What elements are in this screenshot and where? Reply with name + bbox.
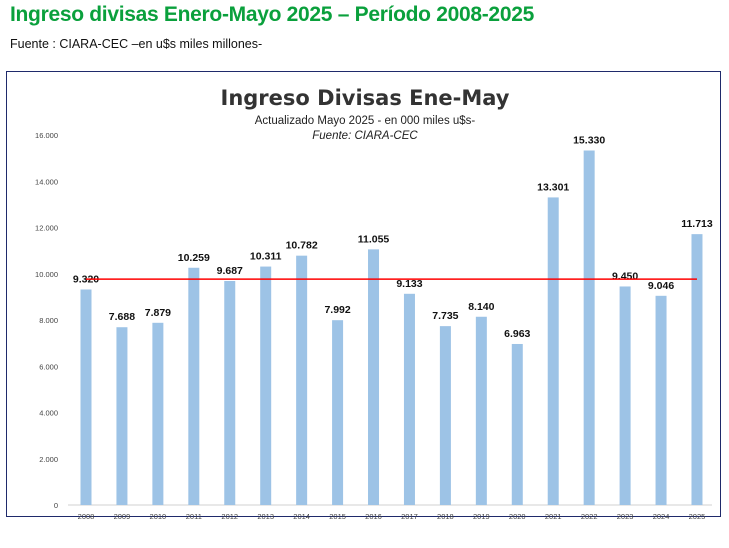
bar-2009	[116, 327, 128, 505]
bar-2011	[188, 267, 200, 505]
bar-2010	[152, 322, 164, 505]
data-label: 7.992	[324, 304, 350, 316]
x-tick-label: 2014	[293, 512, 310, 521]
data-label: 7.735	[432, 310, 458, 322]
bar-2020	[511, 343, 523, 505]
x-tick-label: 2024	[653, 512, 670, 521]
y-tick-label: 16.000	[35, 131, 58, 140]
y-tick-label: 6.000	[39, 362, 58, 371]
chart-subtitle: Actualizado Mayo 2025 - en 000 miles u$s…	[255, 115, 476, 127]
x-tick-label: 2012	[221, 512, 238, 521]
x-tick-label: 2020	[509, 512, 526, 521]
x-tick-label: 2013	[257, 512, 274, 521]
x-tick-label: 2025	[689, 512, 706, 521]
x-tick-label: 2011	[186, 512, 202, 521]
chart-source: Fuente: CIARA-CEC	[312, 130, 418, 142]
bar-2017	[403, 293, 415, 505]
chart-title: Ingreso Divisas Ene-May	[221, 86, 510, 110]
bar-2016	[368, 249, 380, 505]
data-label: 10.782	[286, 240, 318, 252]
page-title: Ingreso divisas Enero-Mayo 2025 – Períod…	[10, 3, 534, 26]
y-tick-label: 2.000	[39, 455, 58, 464]
bar-2018	[439, 326, 451, 505]
x-tick-label: 2022	[581, 512, 598, 521]
bar-2023	[619, 286, 631, 505]
x-tick-label: 2016	[365, 512, 382, 521]
data-label: 9.687	[217, 265, 243, 277]
bar-2025	[691, 234, 703, 505]
x-tick-label: 2008	[78, 512, 95, 521]
data-label: 11.055	[358, 233, 390, 245]
data-label: 10.259	[178, 252, 210, 264]
bar-2019	[475, 316, 487, 505]
bar-2013	[260, 266, 272, 505]
y-tick-label: 4.000	[39, 409, 58, 418]
x-tick-label: 2019	[473, 512, 490, 521]
x-tick-label: 2021	[545, 512, 562, 521]
bar-2008	[80, 289, 92, 505]
data-label: 10.311	[250, 251, 282, 263]
data-label: 6.963	[504, 328, 530, 340]
x-tick-label: 2010	[150, 512, 167, 521]
y-tick-label: 10.000	[35, 270, 58, 279]
y-tick-label: 0	[54, 501, 58, 510]
y-tick-label: 12.000	[35, 224, 58, 233]
bar-2012	[224, 280, 236, 505]
data-label: 9.450	[612, 270, 638, 282]
y-tick-label: 8.000	[39, 316, 58, 325]
data-label: 8.140	[468, 301, 494, 313]
data-label: 7.879	[145, 307, 171, 319]
chart-frame	[6, 71, 721, 517]
bar-2024	[655, 295, 667, 505]
data-label: 11.713	[681, 218, 713, 230]
page-subtitle: Fuente : CIARA-CEC –en u$s miles millone…	[10, 37, 263, 51]
x-tick-label: 2015	[329, 512, 346, 521]
y-tick-label: 14.000	[35, 177, 58, 186]
x-tick-label: 2017	[401, 512, 418, 521]
x-tick-label: 2009	[114, 512, 131, 521]
bar-2021	[547, 197, 559, 505]
bar-2014	[296, 255, 308, 505]
bar-2022	[583, 150, 595, 505]
data-label: 9.046	[648, 280, 674, 292]
data-label: 9.133	[396, 278, 422, 290]
data-label: 13.301	[537, 181, 569, 193]
data-label: 7.688	[109, 311, 135, 323]
bar-2015	[332, 320, 344, 505]
data-label: 15.330	[573, 134, 605, 146]
x-tick-label: 2023	[617, 512, 634, 521]
x-tick-label: 2018	[437, 512, 454, 521]
